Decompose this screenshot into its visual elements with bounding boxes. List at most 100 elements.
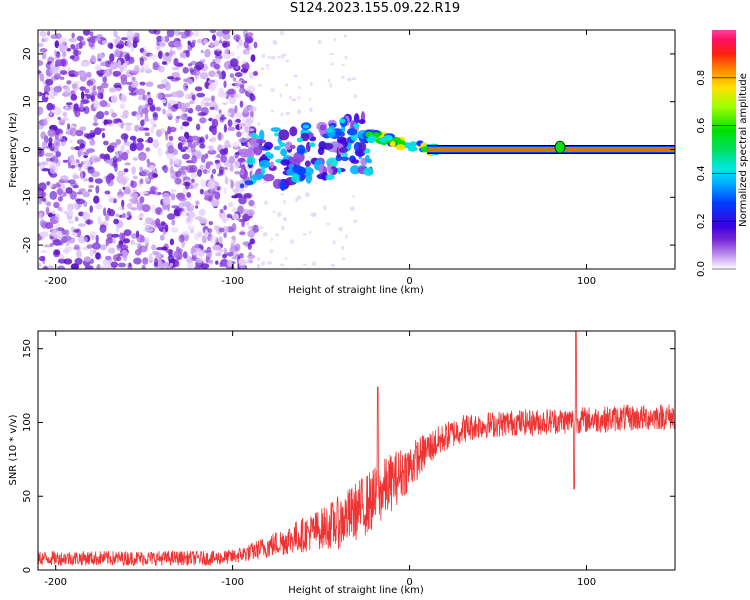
noise-blob	[157, 223, 163, 231]
noise-blob	[302, 233, 307, 236]
noise-blob	[219, 36, 223, 43]
transition-blob	[259, 159, 271, 169]
noise-blob	[296, 195, 302, 200]
noise-blob	[218, 249, 224, 253]
noise-blob	[267, 55, 272, 59]
noise-blob	[117, 253, 123, 257]
noise-blob	[112, 237, 116, 244]
noise-blob	[297, 96, 301, 100]
noise-blob	[41, 168, 50, 172]
noise-blob	[120, 74, 128, 81]
noise-blob	[203, 102, 211, 107]
noise-blob	[285, 111, 291, 116]
noise-blob	[197, 169, 202, 177]
noise-blob	[250, 54, 256, 62]
noise-blob	[179, 210, 189, 217]
onset-blob	[395, 144, 406, 151]
noise-blob	[64, 105, 69, 110]
noise-blob	[146, 158, 150, 164]
noise-blob	[191, 94, 196, 101]
noise-blob	[257, 122, 261, 126]
noise-blob	[232, 207, 237, 213]
noise-blob	[47, 265, 54, 269]
x-tick-label: 100	[577, 276, 596, 287]
noise-blob	[237, 85, 240, 89]
noise-blob	[109, 53, 115, 62]
noise-blob	[243, 107, 249, 114]
transition-blob	[280, 159, 291, 166]
noise-blob	[113, 118, 117, 124]
noise-blob	[117, 194, 123, 199]
noise-blob	[247, 258, 250, 264]
noise-blob	[170, 91, 178, 98]
noise-blob	[38, 60, 44, 67]
noise-blob	[148, 253, 153, 261]
noise-blob	[241, 80, 248, 84]
noise-blob	[161, 99, 167, 104]
noise-blob	[61, 118, 67, 123]
noise-blob	[148, 165, 156, 171]
noise-blob	[202, 97, 212, 102]
transition-blob	[349, 165, 361, 175]
noise-blob	[83, 151, 90, 155]
noise-blob	[214, 50, 218, 56]
noise-blob	[176, 115, 181, 120]
noise-blob	[79, 143, 86, 149]
noise-blob	[48, 137, 53, 144]
noise-blob	[126, 262, 129, 266]
noise-blob	[138, 151, 147, 161]
noise-blob	[150, 185, 157, 195]
transition-blob	[273, 145, 281, 151]
noise-blob	[110, 94, 118, 104]
noise-blob	[231, 195, 238, 199]
noise-blob	[92, 91, 98, 96]
noise-blob	[187, 63, 193, 67]
noise-blob	[199, 138, 204, 143]
noise-blob	[117, 206, 122, 211]
noise-blob	[86, 148, 95, 153]
noise-blob	[103, 207, 107, 217]
noise-blob	[232, 77, 237, 82]
noise-blob	[111, 112, 118, 118]
noise-blob	[209, 187, 214, 196]
noise-blob	[163, 93, 173, 98]
noise-blob	[126, 40, 132, 48]
noise-blob	[270, 55, 276, 60]
noise-blob	[207, 228, 213, 234]
transition-core	[326, 127, 333, 133]
noise-blob	[218, 109, 222, 114]
noise-blob	[341, 75, 345, 79]
noise-blob	[129, 135, 137, 141]
noise-blob	[260, 67, 265, 71]
noise-blob	[166, 108, 173, 117]
noise-blob	[253, 41, 258, 49]
noise-blob	[98, 128, 106, 132]
noise-blob	[99, 100, 108, 107]
noise-blob	[298, 86, 301, 90]
noise-blob	[192, 30, 200, 37]
noise-blob	[195, 104, 202, 112]
noise-blob	[128, 92, 137, 96]
noise-blob	[77, 223, 86, 227]
noise-blob	[98, 40, 102, 45]
noise-blob	[126, 202, 133, 209]
noise-blob	[71, 83, 77, 89]
transition-blob	[328, 168, 334, 175]
noise-blob	[343, 34, 347, 38]
noise-blob	[95, 185, 100, 194]
noise-blob	[330, 62, 334, 66]
noise-blob	[109, 142, 118, 149]
noise-blob	[108, 209, 116, 217]
noise-blob	[38, 70, 42, 74]
noise-blob	[88, 40, 95, 48]
noise-blob	[88, 189, 92, 193]
noise-blob	[195, 61, 205, 70]
noise-blob	[330, 263, 336, 267]
noise-blob	[226, 112, 232, 116]
noise-blob	[74, 109, 81, 118]
y-tick-label: 20	[22, 48, 33, 61]
noise-blob	[38, 182, 47, 191]
noise-blob	[223, 232, 227, 238]
noise-blob	[52, 183, 62, 188]
